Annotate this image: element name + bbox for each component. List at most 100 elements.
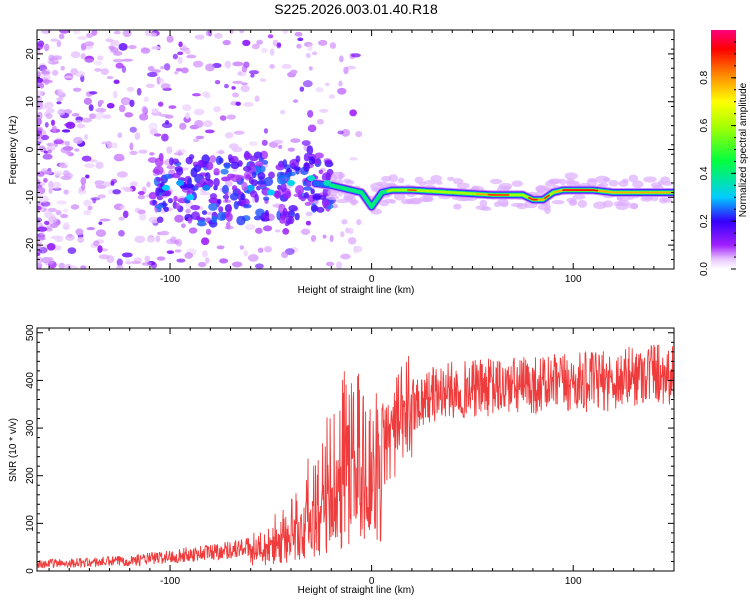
colorbar-tick-label: 0.8 — [699, 70, 710, 84]
heatmap-halo-blob — [608, 179, 619, 187]
heatmap-noise-blob — [39, 231, 45, 236]
heatmap-cluster-blob — [261, 159, 269, 165]
heatmap-noise-blob — [46, 142, 56, 147]
heatmap-noise-blob — [71, 113, 80, 117]
colorbar-tick-label: 0.2 — [699, 214, 710, 228]
heatmap-cluster-blob — [236, 215, 246, 226]
heatmap-noise-blob — [81, 117, 93, 123]
heatmap-cluster-blob — [260, 150, 268, 160]
heatmap-noise-blob — [259, 78, 267, 82]
heatmap-noise-blob — [95, 161, 104, 169]
heatmap-halo-blob — [397, 177, 405, 184]
heatmap-cluster-blob — [175, 202, 181, 210]
heatmap-noise-blob — [308, 66, 313, 71]
heatmap-noise-blob — [73, 136, 83, 145]
heatmap-cluster-blob — [235, 174, 242, 182]
y-tick-label: 10 — [25, 96, 36, 108]
heatmap-noise-blob — [81, 183, 86, 191]
heatmap-noise-blob — [233, 130, 245, 135]
heatmap-halo-blob — [430, 175, 442, 182]
heatmap-noise-blob — [231, 146, 243, 153]
heatmap-noise-blob — [282, 228, 290, 235]
heatmap-noise-blob — [125, 258, 131, 265]
heatmap-noise-blob — [87, 205, 93, 211]
y-tick-label: 300 — [25, 419, 36, 436]
heatmap-cluster-blob — [165, 190, 172, 196]
snr-frame — [36, 327, 675, 572]
heatmap-noise-blob — [116, 258, 123, 267]
heatmap-cluster-blob — [311, 205, 319, 212]
heatmap-noise-blob — [269, 64, 275, 69]
heatmap-noise-blob — [105, 38, 114, 43]
heatmap-halo-blob — [446, 176, 455, 181]
heatmap-cluster-blob — [197, 159, 206, 167]
heatmap-noise-blob — [60, 175, 72, 181]
snr-x-label: Height of straight line (km) — [298, 585, 415, 596]
heatmap-halo-blob — [661, 197, 673, 203]
heatmap-noise-blob — [332, 203, 339, 209]
heatmap-noise-blob — [182, 104, 192, 112]
heatmap-noise-blob — [84, 41, 95, 47]
heatmap-noise-blob — [250, 73, 255, 78]
heatmap-noise-blob — [161, 122, 173, 129]
heatmap-cluster-blob — [147, 157, 158, 163]
heatmap-noise-blob — [194, 120, 204, 128]
heatmap-noise-blob — [184, 252, 194, 259]
heatmap-noise-blob — [224, 225, 234, 230]
heatmap-noise-blob — [41, 75, 52, 81]
heatmap-noise-blob — [57, 108, 66, 116]
heatmap-noise-blob — [80, 177, 87, 185]
heatmap-cluster-blob — [162, 200, 167, 210]
heatmap-noise-blob — [219, 115, 227, 121]
heatmap-noise-blob — [37, 178, 41, 187]
heatmap-noise-blob — [74, 148, 80, 152]
y-tick-label: 400 — [25, 372, 36, 389]
heatmap-noise-blob — [338, 80, 343, 87]
heatmap-noise-blob — [112, 90, 118, 99]
heatmap-halo-blob — [564, 172, 578, 180]
heatmap-bright-blob — [162, 184, 171, 191]
heatmap-noise-blob — [160, 83, 171, 90]
heatmap-noise-blob — [77, 236, 85, 244]
heatmap-noise-blob — [148, 122, 158, 131]
heatmap-noise-blob — [134, 235, 146, 244]
heatmap-cluster-blob — [314, 175, 319, 180]
heatmap-cluster-blob — [191, 211, 200, 220]
heatmap-noise-blob — [199, 191, 211, 196]
heatmap-cluster-blob — [288, 205, 298, 212]
heatmap-noise-blob — [39, 82, 45, 89]
heatmap-noise-blob — [200, 237, 210, 246]
heatmap-noise-blob — [53, 139, 64, 145]
heatmap-noise-blob — [74, 70, 86, 78]
heatmap-cluster-blob — [248, 176, 254, 185]
heatmap-noise-blob — [151, 46, 161, 50]
heatmap-noise-blob — [247, 254, 259, 262]
heatmap-noise-blob — [301, 140, 311, 146]
heatmap-noise-blob — [130, 260, 142, 265]
heatmap-noise-blob — [224, 132, 234, 139]
heatmap-noise-blob — [72, 87, 82, 92]
heatmap-noise-blob — [43, 78, 50, 85]
heatmap-noise-blob — [45, 227, 53, 232]
heatmap-noise-blob — [302, 80, 313, 88]
heatmap-noise-blob — [85, 174, 90, 179]
heatmap-cluster-blob — [285, 215, 293, 225]
heatmap-ridge-peak — [528, 197, 538, 201]
heatmap-noise-blob — [185, 208, 191, 214]
heatmap-noise-blob — [40, 134, 50, 141]
heatmap-noise-blob — [229, 30, 234, 35]
heatmap-noise-blob — [194, 34, 205, 40]
heatmap-halo-blob — [595, 175, 609, 184]
heatmap-noise-blob — [232, 92, 239, 98]
spectrogram-x-label: Height of straight line (km) — [298, 285, 415, 296]
heatmap-noise-blob — [299, 86, 305, 92]
heatmap-cluster-blob — [293, 166, 301, 171]
heatmap-noise-blob — [97, 194, 107, 199]
heatmap-noise-blob — [355, 131, 363, 138]
heatmap-noise-blob — [47, 256, 54, 265]
x-tick-label: 0 — [369, 274, 375, 285]
heatmap-cluster-blob — [318, 169, 324, 175]
heatmap-cluster-blob — [211, 215, 218, 223]
heatmap-noise-blob — [94, 68, 102, 72]
heatmap-noise-blob — [141, 261, 153, 266]
